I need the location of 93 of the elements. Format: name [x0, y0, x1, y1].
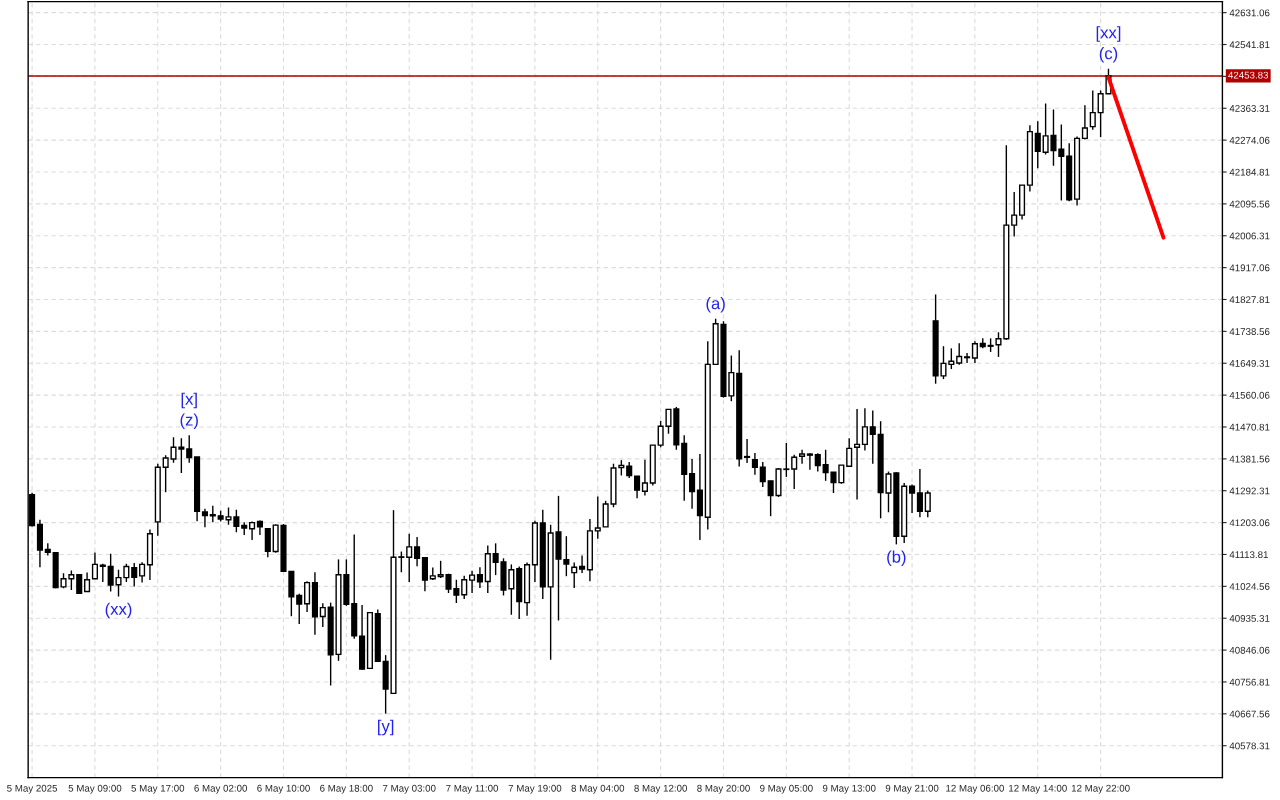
candlestick [964, 352, 971, 364]
candlestick [751, 452, 758, 476]
y-tick-label: 40935.31 [1229, 614, 1270, 622]
x-tick-label: 12 May 06:00 [946, 784, 1004, 794]
x-tick-label: 5 May 09:00 [68, 784, 122, 794]
candlestick [571, 561, 578, 589]
x-tick-label: 8 May 04:00 [571, 784, 625, 794]
y-tick-label: 42541.81 [1229, 41, 1270, 49]
annotation: [y] [378, 719, 394, 736]
candlestick [846, 437, 853, 467]
candlestick [814, 452, 821, 473]
candlestick [304, 580, 311, 613]
candlestick [406, 532, 413, 583]
annotation: [x] [181, 392, 197, 409]
candlestick [759, 461, 766, 488]
y-tick-label: 41203.06 [1229, 519, 1270, 527]
y-tick-label: 41470.81 [1229, 423, 1270, 431]
x-tick-label: 12 May 14:00 [1009, 784, 1067, 794]
y-tick-label: 42184.81 [1229, 168, 1270, 176]
x-tick-label: 12 May 22:00 [1071, 784, 1130, 794]
candlestick [319, 602, 326, 628]
annotation: [xx] [1096, 26, 1121, 42]
y-tick-label: 41292.31 [1229, 487, 1270, 495]
candlestick [956, 342, 963, 366]
candlestick [641, 459, 648, 497]
candlestick [854, 408, 861, 501]
candlestick [186, 434, 193, 464]
y-tick-label: 42363.31 [1229, 105, 1270, 112]
annotation: (c) [1099, 47, 1118, 63]
x-tick-label: 9 May 21:00 [885, 784, 939, 794]
x-tick-label: 5 May 2025 [7, 784, 58, 794]
candlestick [461, 575, 468, 600]
y-tick-label: 42095.56 [1229, 200, 1270, 208]
candlestick [799, 449, 806, 465]
candlestick [91, 551, 98, 580]
candlestick [131, 562, 138, 588]
candlestick [579, 554, 586, 574]
candlestick [476, 566, 483, 589]
y-tick-label: 40578.31 [1229, 742, 1270, 750]
x-tick-label: 6 May 10:00 [257, 784, 310, 794]
x-tick-label: 5 May 17:00 [131, 784, 185, 794]
candlestick [264, 527, 271, 558]
y-tick-label: 41738.56 [1229, 328, 1270, 335]
candlestick [1089, 89, 1096, 131]
candlestick [689, 458, 696, 510]
candlestick [861, 407, 868, 452]
annotation: (b) [887, 550, 906, 567]
y-tick-label: 41024.56 [1229, 583, 1270, 590]
candlestick [84, 571, 91, 593]
y-tick-label: 41649.31 [1229, 359, 1270, 367]
annotation: (z) [180, 413, 198, 429]
y-tick-label: 40667.56 [1229, 710, 1270, 718]
candlestick [594, 495, 601, 540]
y-tick-label: 41827.81 [1229, 296, 1270, 304]
x-tick-label: 7 May 11:00 [446, 784, 499, 794]
x-tick-label: 6 May 18:00 [320, 784, 373, 794]
y-tick-label: 41381.56 [1229, 455, 1270, 463]
candlestick [869, 409, 876, 465]
annotation: (a) [706, 297, 725, 313]
candlestick [916, 468, 923, 518]
candlestick [1011, 191, 1018, 238]
ref-line-label: 42453.83 [1228, 71, 1269, 79]
candlestick [924, 489, 931, 518]
y-tick-label: 40756.81 [1229, 678, 1270, 686]
candlestick [296, 592, 303, 625]
y-tick-label: 42006.31 [1229, 232, 1270, 240]
annotation: (xx) [105, 602, 132, 619]
candlestick [791, 454, 798, 490]
x-tick-label: 9 May 13:00 [822, 784, 876, 794]
candlestick [1081, 104, 1088, 141]
y-tick-label: 41560.06 [1229, 391, 1270, 399]
candlestick [139, 561, 146, 584]
candlestick [744, 438, 751, 464]
y-tick-label: 42274.06 [1229, 136, 1270, 144]
x-tick-label: 8 May 12:00 [634, 784, 688, 794]
candlestick [201, 508, 208, 528]
candlestick [469, 570, 476, 594]
y-tick-label: 40846.06 [1229, 646, 1270, 654]
y-tick-label: 41113.81 [1229, 551, 1268, 559]
x-tick-label: 6 May 02:00 [194, 784, 248, 794]
y-tick-label: 41917.06 [1229, 264, 1270, 272]
x-tick-label: 7 May 03:00 [382, 784, 436, 794]
candlestick [634, 475, 641, 500]
x-tick-label: 7 May 19:00 [508, 784, 562, 794]
candlestick [414, 536, 421, 567]
x-tick-label: 8 May 20:00 [697, 784, 750, 794]
y-tick-label: 42631.06 [1229, 9, 1270, 17]
candlestick [971, 340, 978, 364]
candlestick [909, 483, 916, 514]
candlestick [806, 452, 813, 471]
x-tick-label: 9 May 05:00 [760, 784, 813, 794]
candlestick [421, 556, 428, 592]
candlestick [1034, 120, 1041, 170]
